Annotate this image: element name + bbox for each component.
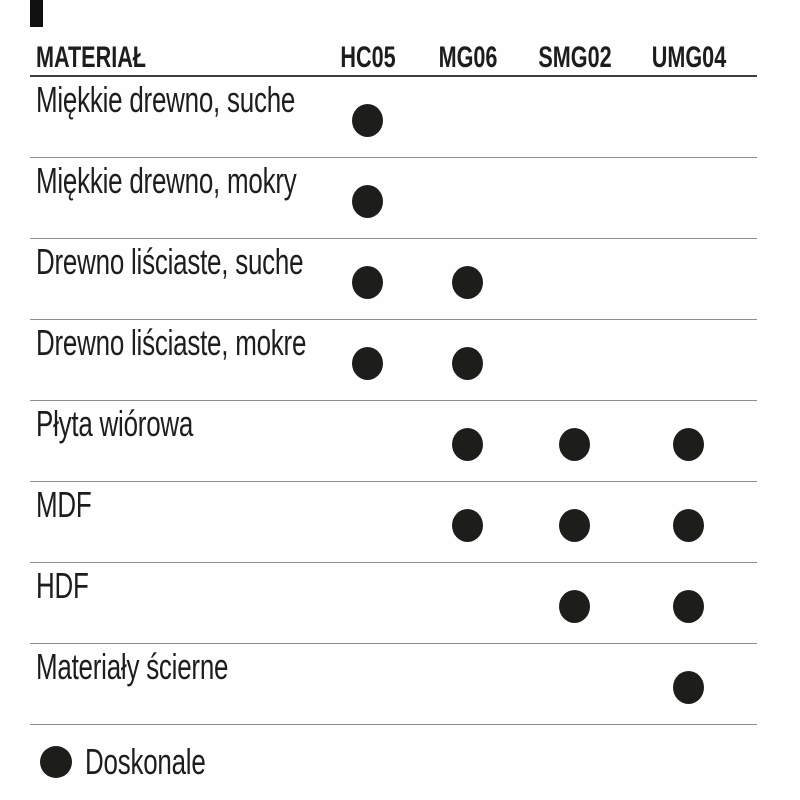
- table-row: HDF: [30, 563, 757, 644]
- rating-dot: [559, 509, 590, 542]
- legend: Doskonale: [40, 744, 252, 780]
- rating-dot: [559, 590, 590, 623]
- rating-dot: [452, 509, 483, 542]
- dots-cell: [30, 239, 757, 319]
- rating-dot: [352, 266, 383, 299]
- column-header-mg06: MG06: [438, 41, 498, 74]
- rating-dot: [352, 104, 383, 137]
- dots-cell: [30, 563, 757, 643]
- material-label: Drewno liściaste, mokre: [36, 322, 307, 363]
- rating-dot: [452, 266, 483, 299]
- material-label: Miękkie drewno, mokry: [36, 160, 297, 201]
- table-row: Drewno liściaste, mokre: [30, 320, 757, 401]
- compatibility-table: MATERIAŁ HC05 MG06 SMG02 UMG04 Miękkie d…: [30, 0, 757, 725]
- dots-cell: [30, 320, 757, 400]
- legend-label: Doskonale: [85, 741, 206, 782]
- rating-dot: [673, 509, 704, 542]
- crop-mark: [30, 0, 43, 27]
- rating-dot: [673, 590, 704, 623]
- legend-dot-icon: [40, 746, 72, 778]
- dots-cell: [30, 644, 757, 724]
- material-column-header: MATERIAŁ: [36, 41, 146, 74]
- dots-cell: [30, 77, 757, 157]
- material-label: Drewno liściaste, suche: [36, 241, 304, 282]
- rating-dot: [452, 428, 483, 461]
- rating-dot: [559, 428, 590, 461]
- material-label: MDF: [36, 484, 92, 525]
- table-row: Miękkie drewno, mokry: [30, 158, 757, 239]
- rating-dot: [673, 671, 704, 704]
- rating-dot: [352, 185, 383, 218]
- material-label: Miękkie drewno, suche: [36, 79, 296, 120]
- material-label: HDF: [36, 565, 89, 606]
- table-row: Drewno liściaste, suche: [30, 239, 757, 320]
- table-row: Miękkie drewno, suche: [30, 77, 757, 158]
- table-row: Materiały ścierne: [30, 644, 757, 725]
- dots-cell: [30, 401, 757, 481]
- table-header-row: MATERIAŁ HC05 MG06 SMG02 UMG04: [30, 0, 757, 77]
- rating-dot: [352, 347, 383, 380]
- table-row: MDF: [30, 482, 757, 563]
- table-row: Płyta wiórowa: [30, 401, 757, 482]
- material-label: Materiały ścierne: [36, 646, 229, 687]
- rating-dot: [673, 428, 704, 461]
- dots-cell: [30, 482, 757, 562]
- material-label: Płyta wiórowa: [36, 403, 194, 444]
- dots-cell: [30, 158, 757, 238]
- column-header-smg02: SMG02: [538, 41, 612, 74]
- column-header-umg04: UMG04: [651, 41, 727, 74]
- column-header-hc05: HC05: [340, 41, 396, 74]
- rating-dot: [452, 347, 483, 380]
